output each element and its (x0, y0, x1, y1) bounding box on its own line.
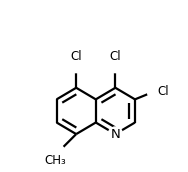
Circle shape (106, 53, 125, 73)
Circle shape (147, 82, 167, 101)
Text: Cl: Cl (70, 50, 82, 63)
Text: Cl: Cl (157, 85, 169, 98)
Text: CH₃: CH₃ (45, 154, 67, 167)
Circle shape (108, 127, 123, 141)
Circle shape (46, 144, 65, 163)
Text: N: N (111, 128, 120, 141)
Circle shape (66, 53, 86, 73)
Text: Cl: Cl (110, 50, 121, 63)
